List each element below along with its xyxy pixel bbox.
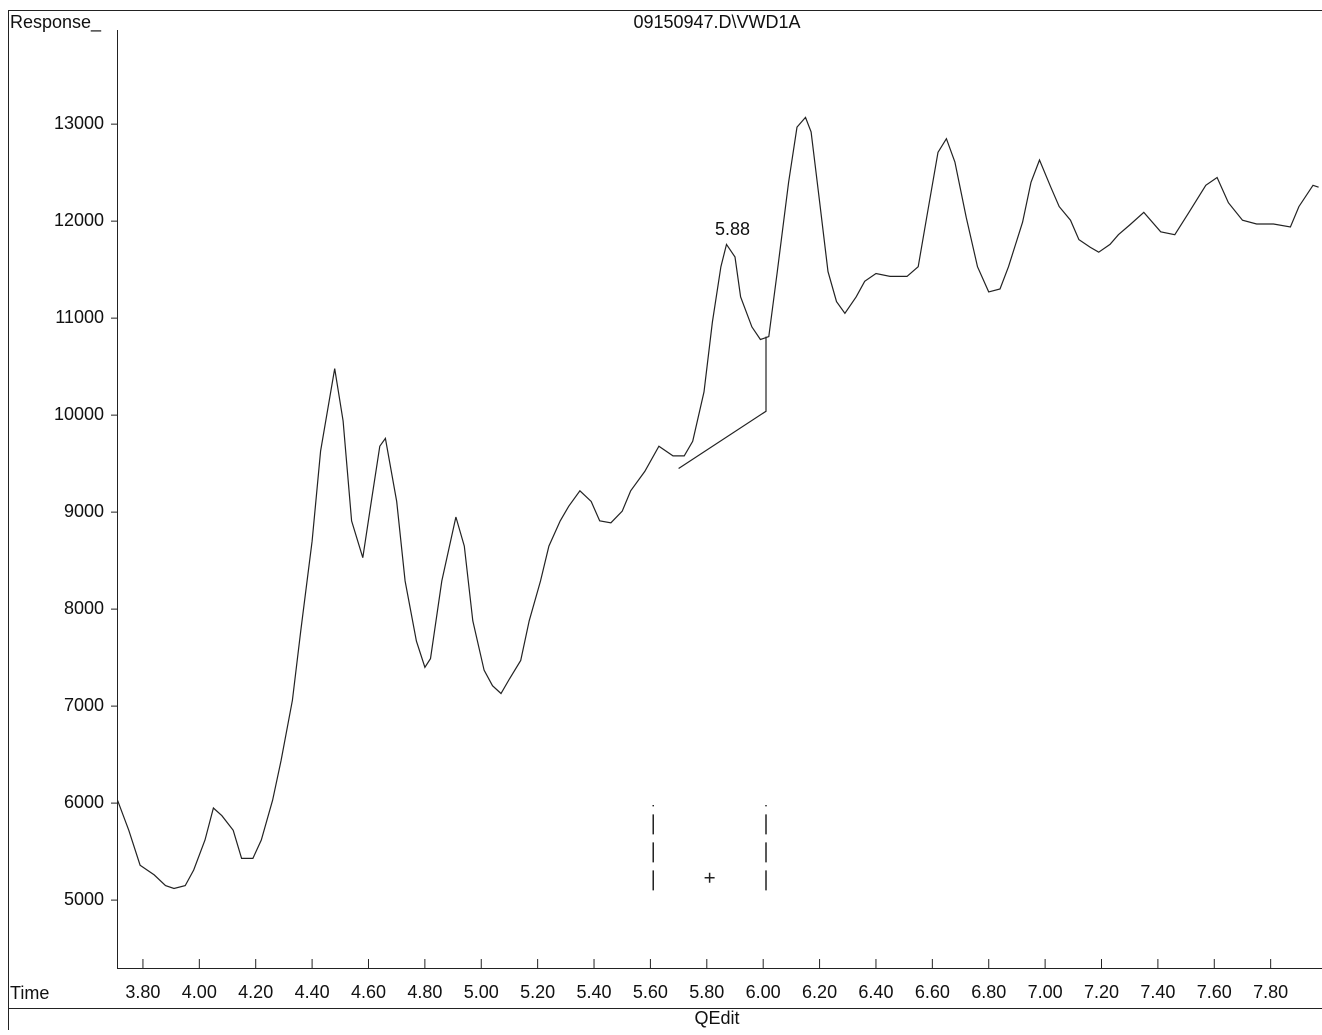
x-tick-label: 5.40 bbox=[577, 982, 612, 1002]
x-tick-label: 7.60 bbox=[1197, 982, 1232, 1002]
y-tick-label: 8000 bbox=[64, 598, 104, 618]
footer: QEdit bbox=[694, 1008, 739, 1028]
x-tick-label: 7.40 bbox=[1140, 982, 1175, 1002]
chart-title: 09150947.D\VWD1A bbox=[633, 12, 800, 32]
peak-label: 5.88 bbox=[715, 219, 750, 239]
x-tick-label: 6.40 bbox=[858, 982, 893, 1002]
x-tick-label: 4.60 bbox=[351, 982, 386, 1002]
x-tick-label: 7.20 bbox=[1084, 982, 1119, 1002]
x-tick-label: 6.60 bbox=[915, 982, 950, 1002]
x-tick-label: 6.20 bbox=[802, 982, 837, 1002]
x-tick-label: 4.80 bbox=[407, 982, 442, 1002]
x-tick-label: 7.80 bbox=[1253, 982, 1288, 1002]
y-tick-label: 7000 bbox=[64, 695, 104, 715]
x-tick-label: 6.80 bbox=[971, 982, 1006, 1002]
y-axis-label: Response_ bbox=[10, 12, 102, 33]
y-tick-label: 6000 bbox=[64, 792, 104, 812]
cross-mark bbox=[705, 873, 715, 883]
y-tick-label: 13000 bbox=[54, 113, 104, 133]
y-tick-label: 12000 bbox=[54, 210, 104, 230]
frame bbox=[9, 11, 1322, 1031]
x-tick-label: 5.00 bbox=[464, 982, 499, 1002]
x-tick-label: 6.00 bbox=[746, 982, 781, 1002]
x-tick-label: 3.80 bbox=[125, 982, 160, 1002]
x-tick-label: 4.20 bbox=[238, 982, 273, 1002]
integration-baseline bbox=[679, 337, 766, 469]
y-tick-label: 5000 bbox=[64, 889, 104, 909]
x-tick-label: 5.20 bbox=[520, 982, 555, 1002]
x-tick-label: 5.80 bbox=[689, 982, 724, 1002]
x-axis-label: Time bbox=[10, 983, 49, 1003]
y-tick-label: 11000 bbox=[55, 307, 104, 327]
x-tick-label: 5.60 bbox=[633, 982, 668, 1002]
y-tick-label: 10000 bbox=[54, 404, 104, 424]
x-tick-label: 4.40 bbox=[295, 982, 330, 1002]
y-tick-label: 9000 bbox=[64, 501, 104, 521]
x-tick-label: 7.00 bbox=[1028, 982, 1063, 1002]
x-tick-label: 4.00 bbox=[182, 982, 217, 1002]
